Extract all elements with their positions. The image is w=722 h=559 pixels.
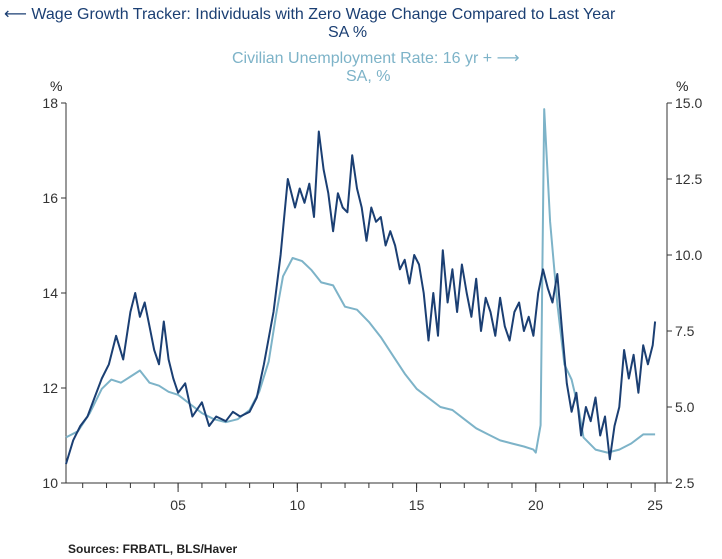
series-layer (65, 108, 657, 465)
left-tick-label: 18 (42, 95, 58, 111)
right-tick-label: 7.5 (675, 323, 695, 339)
arrow-left-icon: ⟵ (4, 6, 27, 23)
source-note: Sources: FRBATL, BLS/Haver (68, 542, 238, 556)
left-series-legend: ⟵ Wage Growth Tracker: Individuals with … (4, 4, 615, 24)
right-tick-label: 10.0 (675, 247, 702, 263)
right-axis-unit: % (676, 78, 689, 94)
x-tick-label: 20 (528, 497, 544, 513)
right-tick-label: 5.0 (675, 399, 695, 415)
unemployment-series-line (65, 108, 656, 454)
right-tick-label: 15.0 (675, 95, 702, 111)
x-tick-label: 15 (409, 497, 425, 513)
right-series-subtitle: SA, % (346, 68, 391, 85)
left-series-subtitle: SA % (328, 24, 368, 41)
left-tick-label: 14 (42, 285, 58, 301)
arrow-right-icon: ⟶ (496, 50, 520, 67)
left-tick-label: 12 (42, 380, 58, 396)
left-tick-label: 10 (42, 475, 58, 491)
right-series-title: Civilian Unemployment Rate: 16 yr + (232, 50, 493, 67)
x-tick-label: 10 (290, 497, 306, 513)
x-tick-label: 05 (170, 497, 186, 513)
wage-growth-series-line (65, 130, 657, 465)
left-axis-unit: % (50, 78, 63, 94)
right-tick-label: 12.5 (675, 171, 702, 187)
right-series-legend: Civilian Unemployment Rate: 16 yr + ⟶ (232, 48, 520, 68)
x-tick-label: 25 (647, 497, 663, 513)
axes: 10 12 14 16 18 2.5 5.0 7.5 10.0 12.5 15.0 05 10 15 20 2… (42, 95, 702, 513)
right-tick-label: 2.5 (675, 475, 695, 491)
left-series-title: Wage Growth Tracker: Individuals with Ze… (31, 6, 616, 23)
left-tick-label: 16 (42, 190, 58, 206)
